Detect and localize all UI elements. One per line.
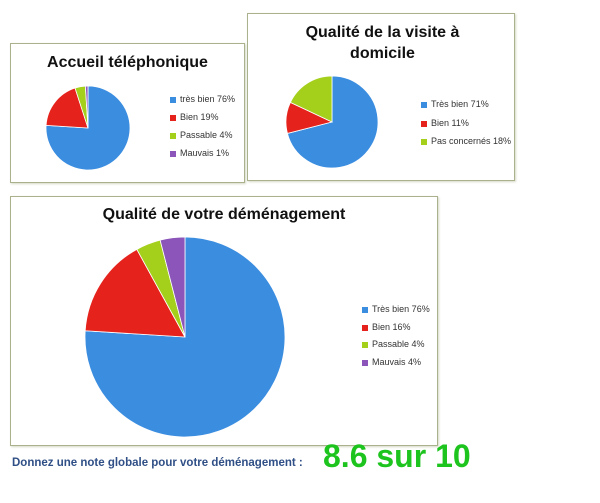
legend-swatch: [362, 342, 368, 348]
legend-swatch: [170, 133, 176, 139]
legend-label: Passable 4%: [372, 339, 425, 349]
legend-swatch: [421, 120, 427, 127]
legend-swatch: [362, 307, 368, 313]
chart-title: Qualité de votre déménagement: [102, 206, 346, 223]
chart-title: Qualité de la visite à domicile: [305, 24, 460, 62]
legend-swatch: [362, 359, 368, 366]
legend-label: Très bien 76%: [372, 304, 430, 314]
legend-label: Bien 19%: [180, 112, 219, 122]
footer-label: Donnez une note globale pour votre démén…: [12, 457, 303, 469]
legend-swatch: [170, 115, 176, 121]
chart-title: Accueil téléphonique: [47, 54, 208, 71]
legend-label: Mauvais 4%: [372, 356, 422, 367]
score: 8.6 sur 10: [323, 438, 471, 474]
legend-label: Bien 11%: [431, 117, 469, 128]
pie-slice: [159, 236, 186, 338]
pie-slice: [45, 87, 89, 129]
pie-slice: [84, 85, 89, 129]
legend-label: Mauvais 1%: [180, 148, 230, 158]
pie-slice: [84, 248, 186, 338]
legend-label: Passable 4%: [180, 130, 233, 140]
legend-label: Très bien 71%: [431, 99, 489, 109]
legend-label: très bien 76%: [180, 94, 236, 104]
pie-slice: [289, 75, 333, 123]
legend-label: Bien 16%: [372, 321, 411, 332]
legend-swatch: [421, 139, 427, 145]
legend-swatch: [170, 97, 176, 103]
legend-swatch: [421, 102, 427, 108]
chart-box: [247, 13, 515, 181]
legend-swatch: [170, 151, 176, 157]
legend-swatch: [362, 324, 368, 331]
legend-label: Pas concernés 18%: [431, 136, 512, 146]
